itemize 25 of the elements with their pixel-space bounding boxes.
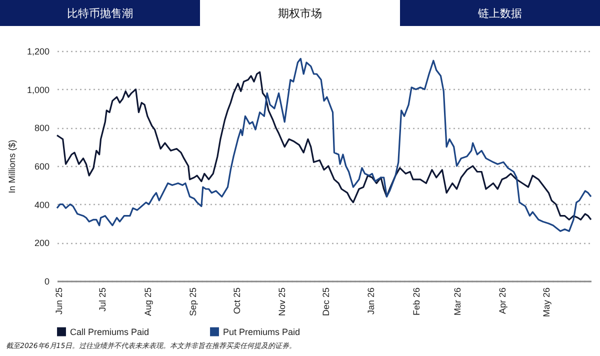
x-tick-label: Feb 26: [411, 288, 422, 316]
y-tick-label: 600: [34, 162, 50, 172]
text: 链上数据: [400, 0, 600, 26]
y-tick-label: 1,000: [26, 84, 50, 95]
x-tick-label: Mar 26: [452, 288, 462, 316]
x-tick-label: Oct 25: [232, 288, 242, 314]
y-tick-label: 1,200: [26, 46, 50, 56]
x-tick-label: Nov 25: [277, 288, 288, 316]
legend-label: Call Premiums Paid: [70, 326, 150, 337]
x-tick-label: Jan 26: [366, 288, 376, 315]
legend-label: Put Premiums Paid: [223, 326, 300, 337]
x-tick-label: Aug 25: [142, 288, 153, 316]
x-tick-label: Apr 26: [498, 288, 508, 314]
y-tick-label: 400: [34, 200, 50, 210]
x-tick-label: Sep 25: [188, 288, 198, 316]
text: 期权市场: [200, 0, 400, 26]
y-tick-label: 800: [34, 123, 50, 134]
y-tick-label: 0: [44, 276, 50, 286]
x-tick-label: Jun 25: [54, 288, 64, 315]
text: 比特币抛售潮: [0, 0, 200, 26]
x-tick-label: Jul 25: [98, 288, 108, 312]
y-tick-label: 200: [34, 238, 50, 248]
x-tick-label: Dec 25: [320, 288, 331, 316]
y-axis-title: In Millions ($): [6, 140, 17, 194]
x-tick-label: May 26: [541, 288, 552, 318]
